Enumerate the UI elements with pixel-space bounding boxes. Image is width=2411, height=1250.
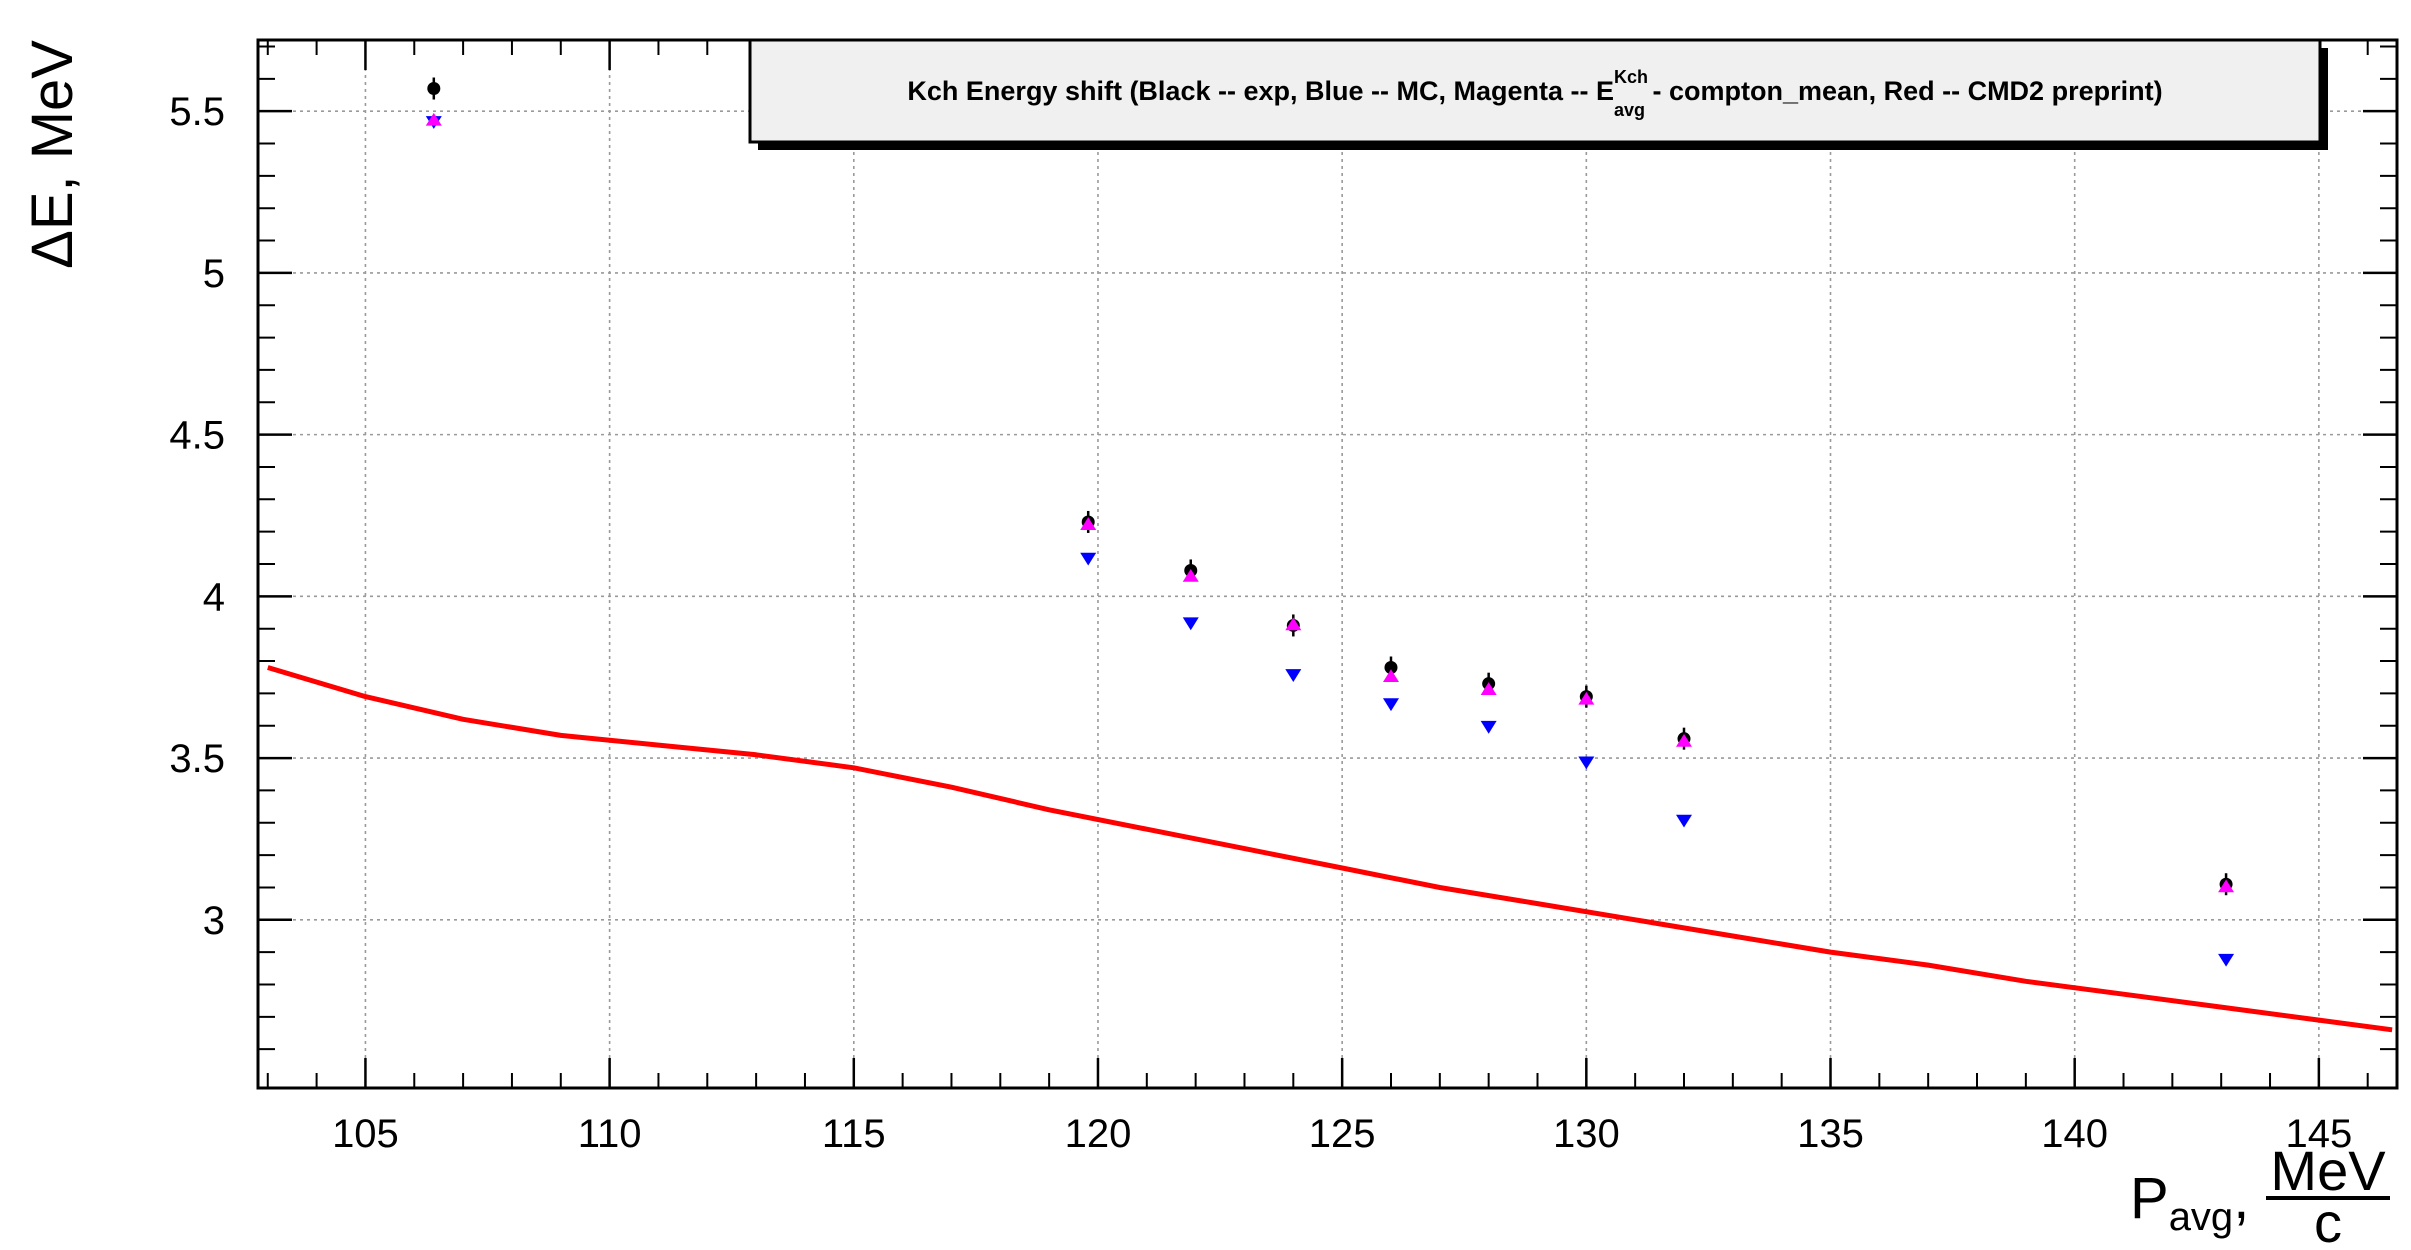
data-point-s0-p0	[427, 82, 441, 96]
data-point-s2-p0	[425, 112, 442, 126]
y-tick-label: 3.5	[169, 737, 225, 781]
data-point-s1-p3	[1285, 669, 1302, 682]
data-point-s2-p3	[1285, 617, 1302, 631]
title-sup: Kch	[1614, 67, 1648, 87]
title-main: Kch Energy shift (Black -- exp, Blue -- …	[907, 76, 1614, 106]
data-point-s1-p1	[1080, 552, 1097, 566]
data-point-s2-p5	[1480, 682, 1497, 695]
title-box-frame	[748, 38, 2322, 144]
data-point-s2-p2	[1182, 568, 1199, 582]
data-point-s1-p6	[1578, 756, 1595, 770]
x-axis-title-numerator: MeV	[2270, 1139, 2386, 1202]
marker-layer	[425, 77, 2235, 967]
title-sub: avg	[1614, 100, 1645, 120]
x-tick-label: 105	[332, 1112, 399, 1156]
x-axis-title: Pavg, MeV c	[2130, 1139, 2390, 1250]
x-tick-label: 110	[578, 1112, 642, 1156]
x-axis-title-denominator: c	[2314, 1191, 2342, 1250]
x-tick-label: 135	[1797, 1112, 1864, 1156]
x-axis-title-base: Pavg,	[2130, 1166, 2249, 1239]
y-tick-label: 5.5	[169, 90, 225, 134]
data-point-s2-p8	[2218, 879, 2235, 893]
y-tick-label: 3	[203, 899, 225, 943]
y-tick-label: 4	[203, 575, 225, 619]
data-point-s2-p6	[1578, 691, 1595, 705]
y-axis-title: ΔE, MeV	[20, 40, 85, 269]
data-point-s1-p7	[1676, 814, 1692, 828]
series-line-3	[267, 665, 2393, 1033]
data-point-s2-p1	[1080, 517, 1097, 530]
data-point-s2-p7	[1676, 733, 1692, 747]
x-tick-label: 125	[1309, 1112, 1376, 1156]
x-tick-label: 115	[822, 1112, 886, 1156]
data-point-s1-p8	[2218, 953, 2235, 967]
x-tick-label: 140	[2041, 1112, 2108, 1156]
data-point-s1-p2	[1182, 617, 1199, 631]
y-tick-label: 4.5	[169, 414, 225, 458]
x-axis-title-sep: ,	[2233, 1166, 2249, 1231]
chart-title: Kch Energy shift (Black -- exp, Blue -- …	[907, 67, 2162, 120]
x-tick-label: 130	[1553, 1112, 1620, 1156]
data-point-s2-p4	[1382, 669, 1399, 683]
tick-label-layer: 105 110 115 120 125 130 135 140 145 3 3.5 4 4.5 5 5.5	[169, 90, 2352, 1156]
data-point-s1-p4	[1382, 698, 1399, 712]
x-axis-title-letter: P	[2130, 1166, 2169, 1231]
y-tick-label: 5	[203, 252, 225, 296]
x-tick-label: 145	[2285, 1112, 2352, 1156]
line-layer	[267, 665, 2393, 1033]
title-box: Kch Energy shift (Black -- exp, Blue -- …	[748, 38, 2328, 150]
x-axis-title-sub: avg	[2169, 1195, 2234, 1239]
x-tick-label: 120	[1065, 1112, 1132, 1156]
title-tail: - compton_mean, Red -- CMD2 preprint)	[1645, 76, 2163, 106]
data-point-s0-p4	[1384, 661, 1398, 675]
data-point-s1-p5	[1480, 720, 1497, 734]
